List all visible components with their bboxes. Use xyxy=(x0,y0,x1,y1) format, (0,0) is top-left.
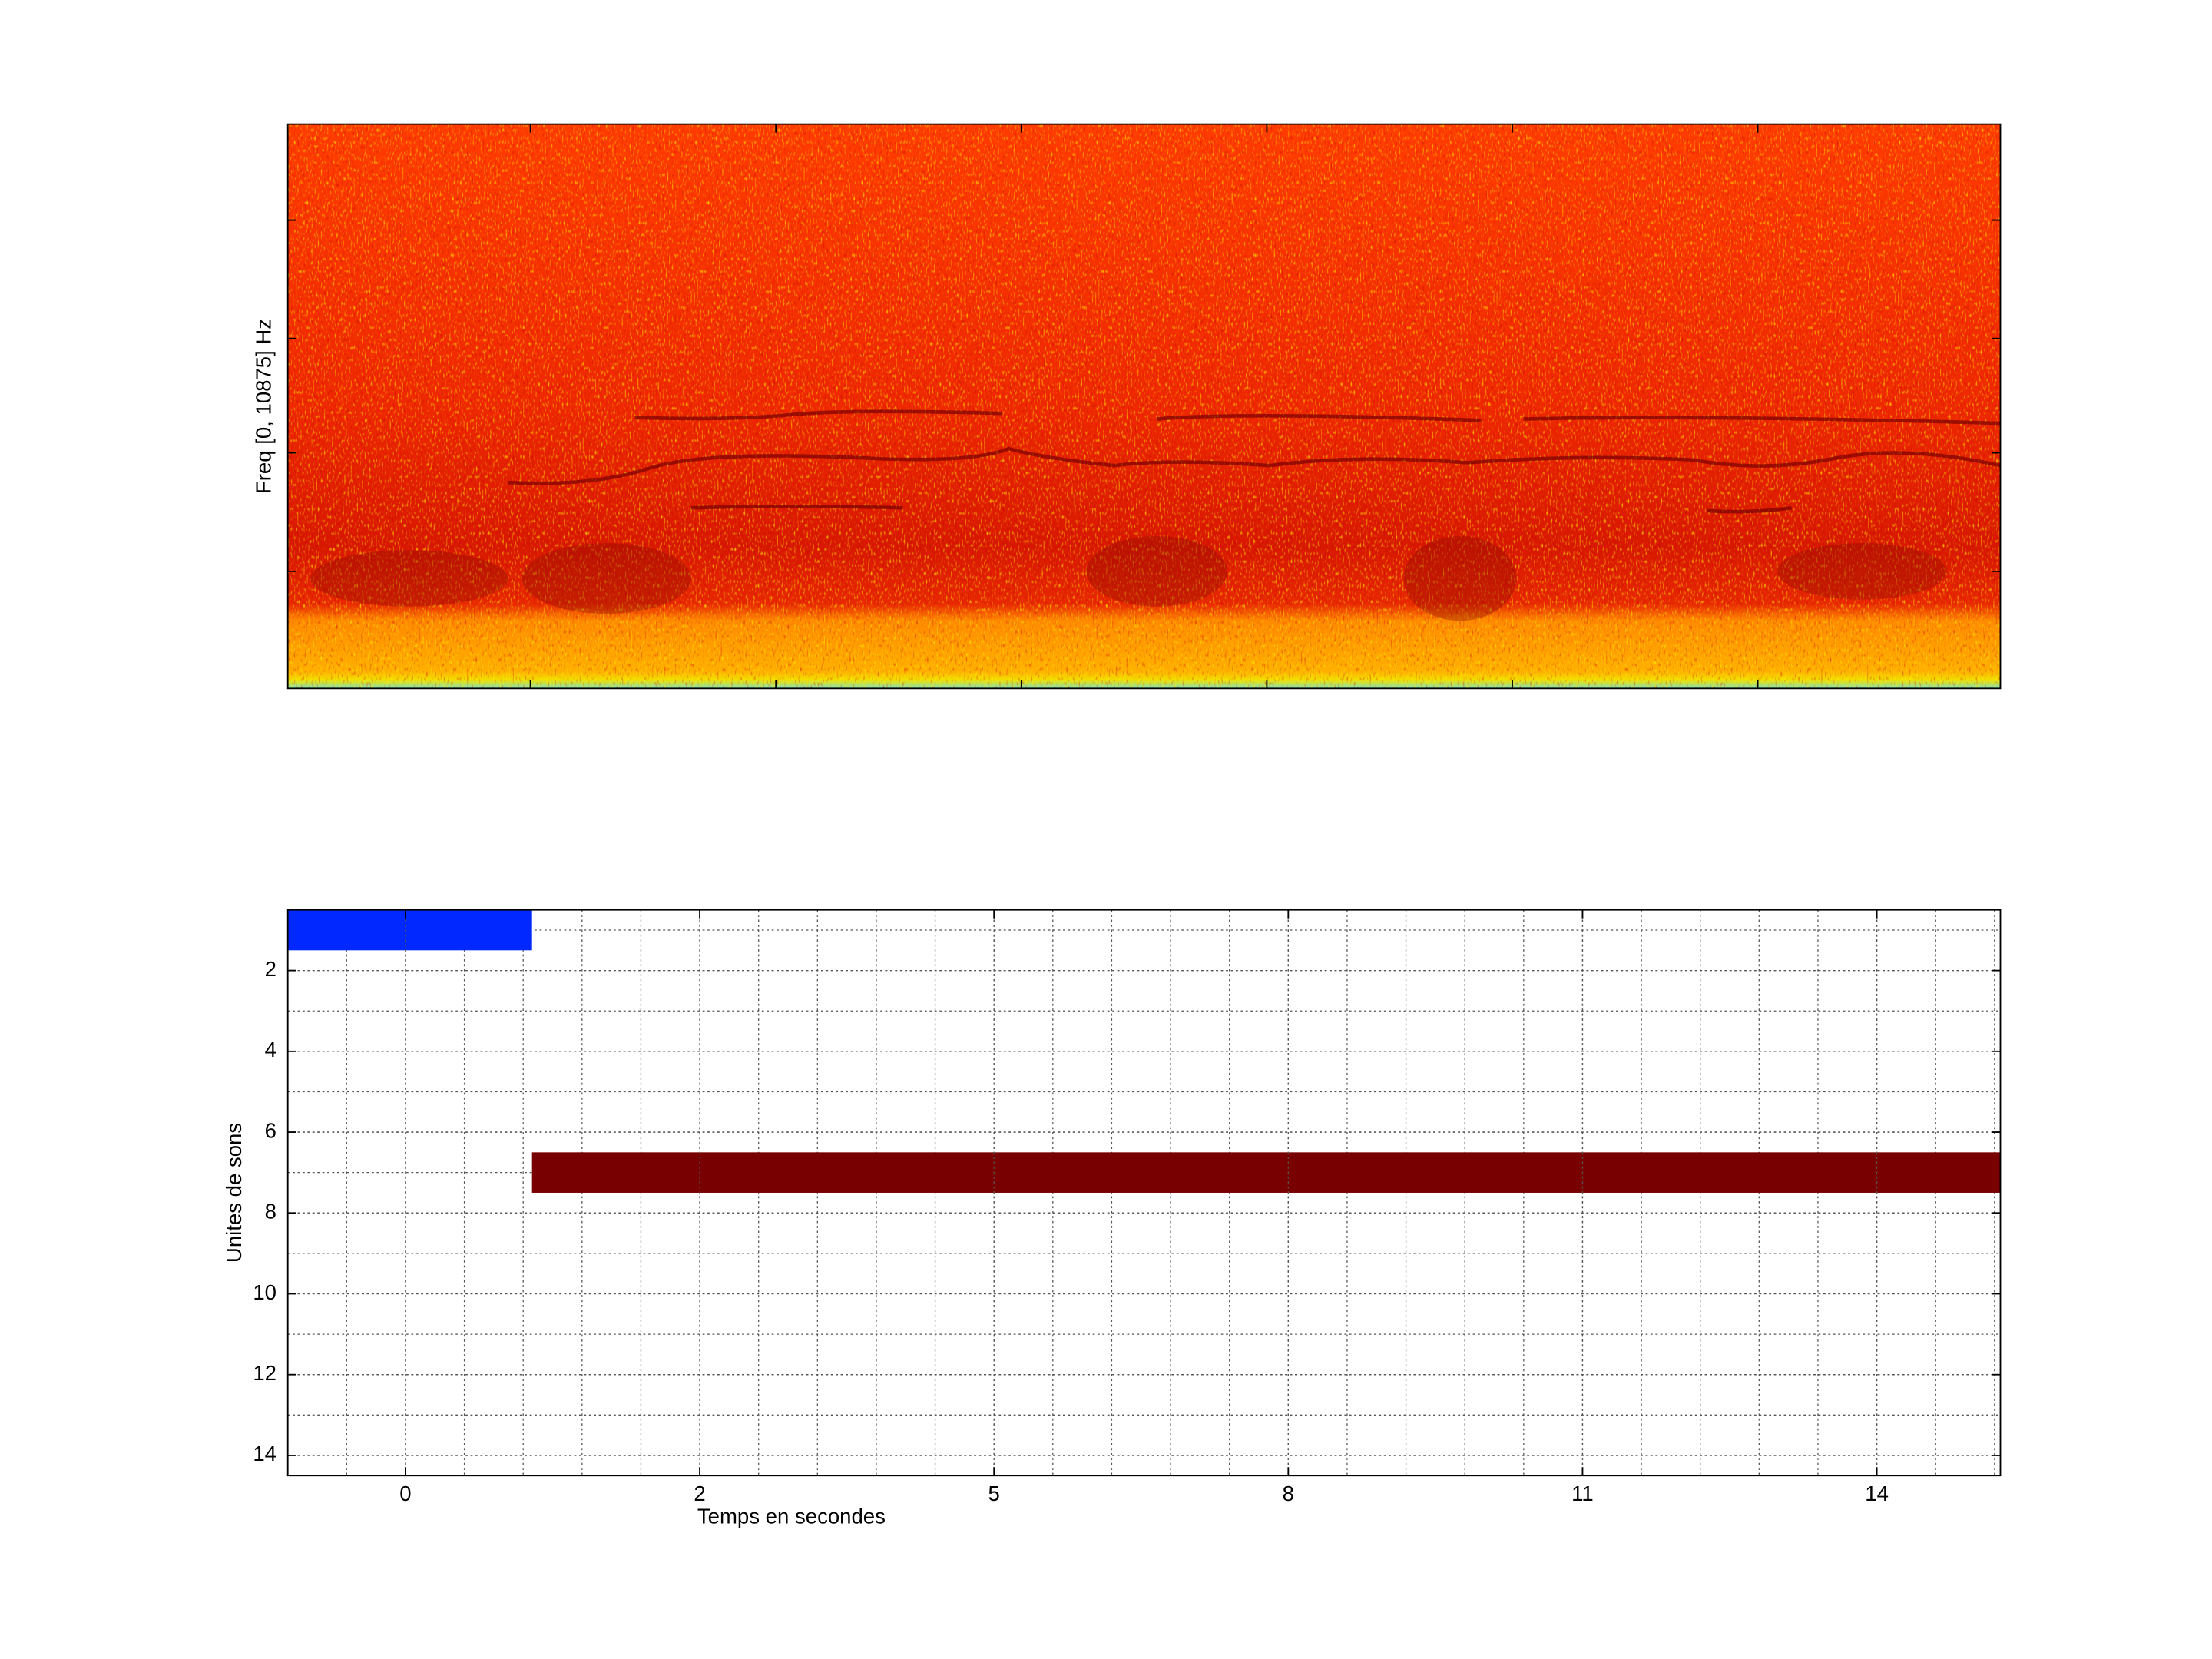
y-axis-label: Freq [0, 10875] Hz xyxy=(252,319,276,494)
y-tick-label: 10 xyxy=(253,1280,276,1304)
x-tick-label: 2 xyxy=(694,1482,705,1505)
spectral-traces xyxy=(508,409,2001,514)
spectrogram-panel: Freq [0, 10875] Hz xyxy=(252,123,2002,690)
tick-marks xyxy=(287,124,2001,689)
y-tick-label: 8 xyxy=(265,1200,276,1224)
y-tick-label: 6 xyxy=(265,1118,276,1142)
y-tick-label: 14 xyxy=(253,1442,276,1465)
y-axis-label: Unites de sons xyxy=(222,1123,246,1263)
y-tick-label: 12 xyxy=(253,1361,276,1385)
x-tick-label: 14 xyxy=(1865,1482,1889,1505)
bar xyxy=(287,909,532,951)
x-tick-label: 8 xyxy=(1283,1482,1294,1505)
x-tick-label: 0 xyxy=(399,1482,411,1505)
timeline-panel: 0 2 5 8 11 14 2 4 6 8 10 12 14 Temps en secondes Unite… xyxy=(222,909,2002,1528)
bar xyxy=(531,1152,2001,1193)
x-axis-label: Temps en secondes xyxy=(697,1505,886,1528)
axes-frame xyxy=(286,123,2002,690)
axes-frame xyxy=(286,909,2002,1477)
x-tick-label: 5 xyxy=(988,1482,1000,1505)
y-tick-label: 2 xyxy=(265,957,276,981)
y-tick-label: 4 xyxy=(265,1038,276,1061)
x-tick-label: 11 xyxy=(1571,1482,1594,1505)
spectrogram-texture xyxy=(287,124,2001,689)
dark-patches xyxy=(310,535,1947,621)
bright-noise xyxy=(287,124,2001,689)
